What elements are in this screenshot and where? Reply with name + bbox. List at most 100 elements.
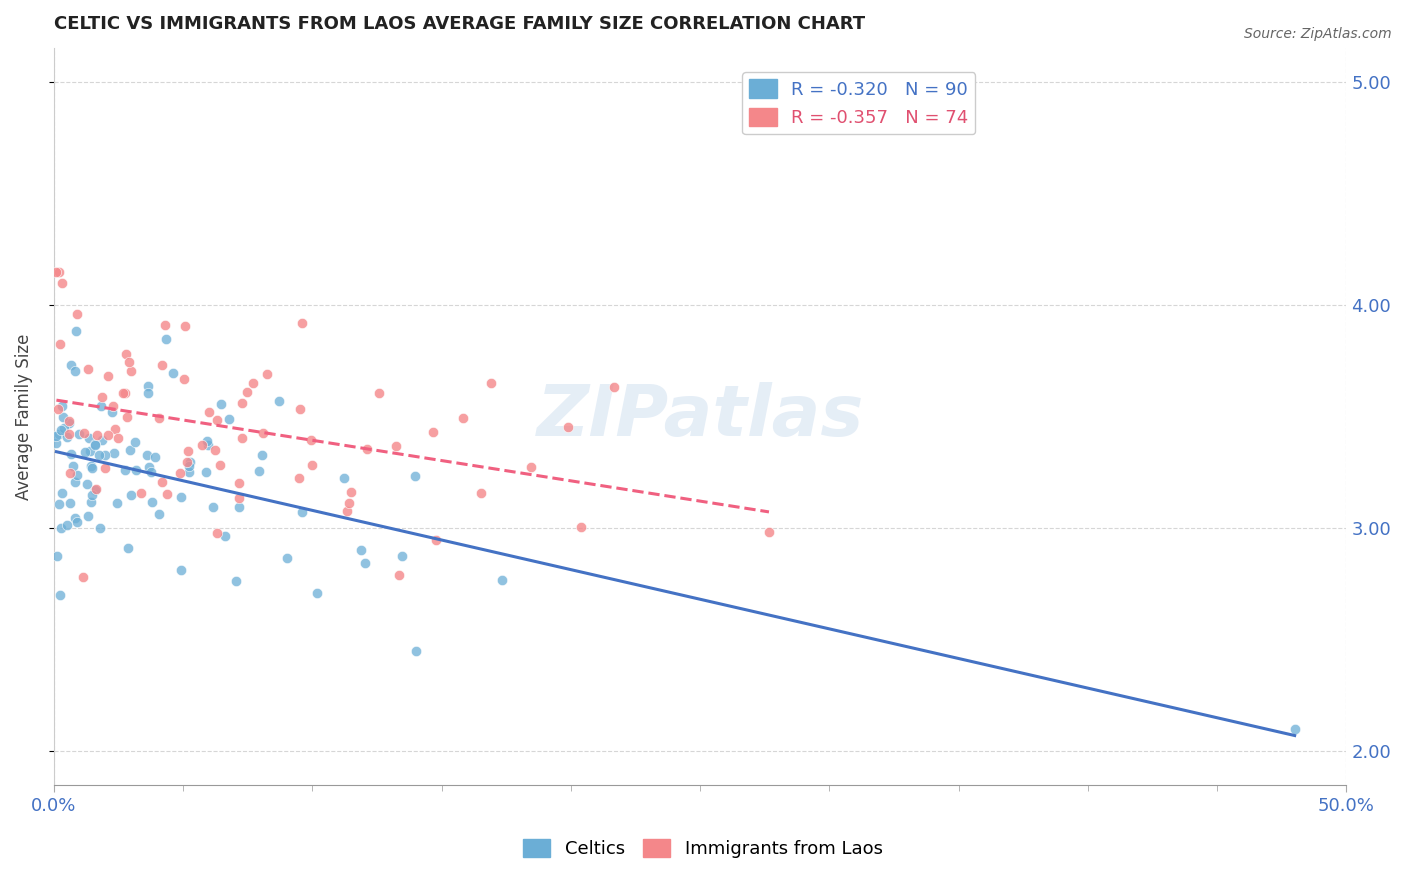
Point: [177, 458, 200, 473]
Point: [58, 426, 80, 441]
Point: [250, 448, 273, 462]
Point: [197, 405, 219, 419]
Point: [118, 355, 141, 369]
Point: [481, 376, 503, 390]
Point: [156, 486, 179, 500]
Point: [94, 460, 117, 475]
Point: [89, 521, 111, 535]
Point: [49, 588, 72, 602]
Point: [73, 445, 96, 459]
Point: [58, 414, 80, 428]
Point: [218, 412, 240, 426]
Point: [114, 385, 136, 400]
Text: CELTIC VS IMMIGRANTS FROM LAOS AVERAGE FAMILY SIZE CORRELATION CHART: CELTIC VS IMMIGRANTS FROM LAOS AVERAGE F…: [53, 15, 865, 33]
Point: [136, 386, 159, 401]
Point: [153, 318, 176, 332]
Point: [63, 511, 86, 525]
Point: [51, 399, 73, 413]
Point: [138, 460, 160, 475]
Point: [90, 391, 112, 405]
Point: [204, 443, 226, 458]
Point: [45, 428, 67, 442]
Point: [124, 434, 146, 449]
Point: [135, 448, 157, 462]
Point: [356, 442, 378, 456]
Point: [148, 411, 170, 425]
Point: [451, 410, 474, 425]
Point: [209, 397, 232, 411]
Point: [45, 436, 67, 450]
Point: [276, 550, 298, 565]
Point: [76, 361, 98, 376]
Point: [56, 430, 79, 444]
Point: [84, 482, 107, 496]
Legend: Celtics, Immigrants from Laos: Celtics, Immigrants from Laos: [516, 831, 890, 865]
Point: [84, 437, 107, 451]
Point: [388, 568, 411, 582]
Point: [169, 467, 191, 481]
Point: [115, 409, 138, 424]
Point: [291, 506, 314, 520]
Point: [201, 500, 224, 514]
Point: [249, 464, 271, 478]
Point: [82, 488, 104, 502]
Point: [53, 421, 76, 435]
Point: [603, 380, 626, 394]
Point: [350, 542, 373, 557]
Point: [45, 265, 67, 279]
Y-axis label: Average Family Size: Average Family Size: [15, 334, 32, 500]
Text: ZIPatlas: ZIPatlas: [537, 382, 863, 451]
Point: [231, 431, 253, 445]
Point: [148, 508, 170, 522]
Point: [176, 455, 198, 469]
Point: [129, 485, 152, 500]
Point: [179, 455, 201, 469]
Point: [59, 466, 82, 480]
Point: [89, 449, 111, 463]
Point: [336, 504, 359, 518]
Point: [48, 497, 70, 511]
Point: [228, 491, 250, 505]
Point: [391, 549, 413, 563]
Point: [557, 419, 579, 434]
Point: [60, 447, 83, 461]
Point: [155, 332, 177, 346]
Point: [290, 401, 312, 416]
Point: [120, 364, 142, 378]
Point: [252, 426, 274, 441]
Point: [141, 495, 163, 509]
Point: [209, 458, 232, 472]
Point: [162, 366, 184, 380]
Point: [91, 433, 114, 447]
Point: [170, 563, 193, 577]
Point: [107, 431, 129, 445]
Point: [228, 500, 250, 514]
Point: [422, 425, 444, 440]
Point: [77, 508, 100, 523]
Point: [86, 428, 108, 442]
Point: [307, 586, 329, 600]
Point: [301, 458, 323, 473]
Point: [117, 541, 139, 556]
Point: [73, 425, 96, 440]
Point: [93, 448, 115, 462]
Point: [66, 515, 89, 529]
Point: [120, 488, 142, 502]
Point: [205, 413, 228, 427]
Point: [60, 358, 83, 372]
Point: [299, 433, 322, 447]
Point: [404, 469, 426, 483]
Point: [385, 439, 408, 453]
Point: [139, 465, 162, 479]
Point: [150, 358, 173, 372]
Point: [83, 483, 105, 497]
Legend: R = -0.320   N = 90, R = -0.357   N = 74: R = -0.320 N = 90, R = -0.357 N = 74: [742, 72, 976, 135]
Point: [269, 394, 291, 409]
Point: [354, 556, 377, 570]
Point: [76, 477, 98, 491]
Point: [52, 410, 75, 425]
Point: [150, 475, 173, 489]
Point: [49, 423, 72, 437]
Point: [256, 367, 278, 381]
Point: [51, 276, 73, 290]
